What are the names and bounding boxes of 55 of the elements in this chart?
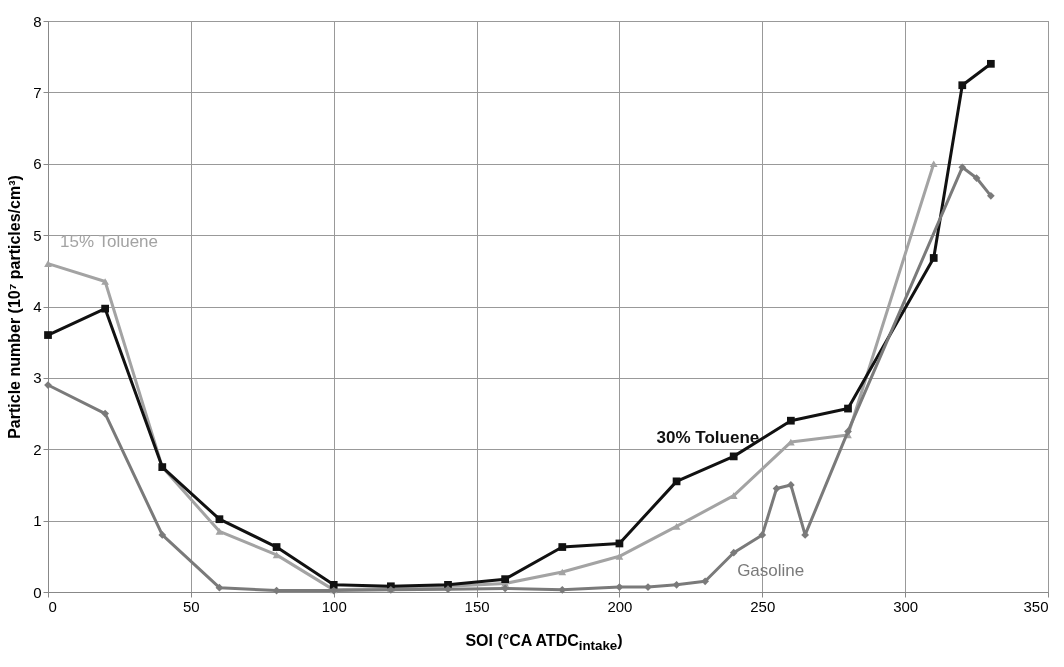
point xyxy=(158,531,167,539)
point xyxy=(844,404,852,413)
point xyxy=(672,580,681,589)
point xyxy=(958,163,967,172)
point xyxy=(929,160,938,168)
point xyxy=(615,552,624,560)
x-tick-label: 200 xyxy=(607,597,633,615)
y-axis-title: Particle number (10⁷ particles/cm³) xyxy=(6,175,24,439)
point xyxy=(729,452,738,461)
y-tick-label: 8 xyxy=(33,12,42,30)
y-tick-label: 4 xyxy=(33,298,42,315)
point xyxy=(215,583,224,592)
point xyxy=(729,548,738,557)
point xyxy=(501,575,510,584)
point xyxy=(958,81,967,90)
y-tick-label: 7 xyxy=(33,83,42,101)
point xyxy=(272,543,281,551)
y-tick-label: 1 xyxy=(33,512,42,530)
point xyxy=(786,416,795,425)
y-tick-label: 6 xyxy=(33,155,42,173)
y-tick-label: 5 xyxy=(33,226,42,244)
point xyxy=(215,527,224,535)
point xyxy=(758,531,767,539)
point xyxy=(672,522,681,530)
point xyxy=(272,551,281,559)
point xyxy=(444,585,452,594)
point xyxy=(929,254,938,262)
x-tick-label: 150 xyxy=(464,597,490,615)
x-tick-label: 350 xyxy=(1023,597,1049,615)
point xyxy=(672,477,681,486)
series-label: 30% Toluene xyxy=(656,428,760,448)
x-tick-label: 300 xyxy=(893,597,919,615)
point xyxy=(558,543,567,551)
x-axis-title: SOI (°CA ATDC$_{intake}$) xyxy=(464,632,624,654)
point xyxy=(329,580,338,589)
x-tick-label: 100 xyxy=(321,597,347,615)
point xyxy=(44,331,52,339)
point xyxy=(101,304,110,313)
point xyxy=(215,515,224,524)
point xyxy=(101,409,110,418)
y-tick-label: 2 xyxy=(33,440,42,458)
point xyxy=(101,278,110,285)
point xyxy=(972,174,981,182)
point xyxy=(844,427,852,436)
x-tick-label: 0 xyxy=(48,597,57,615)
point xyxy=(786,481,795,489)
x-tick-label: 250 xyxy=(750,597,776,615)
point xyxy=(986,192,995,200)
y-tick-label: 0 xyxy=(33,583,42,601)
point xyxy=(44,260,52,268)
point xyxy=(701,577,710,586)
point xyxy=(986,59,995,68)
x-tick-label: 50 xyxy=(183,597,200,615)
series-label: 15% Toluene xyxy=(60,231,158,251)
y-tick-label: 3 xyxy=(33,369,42,387)
